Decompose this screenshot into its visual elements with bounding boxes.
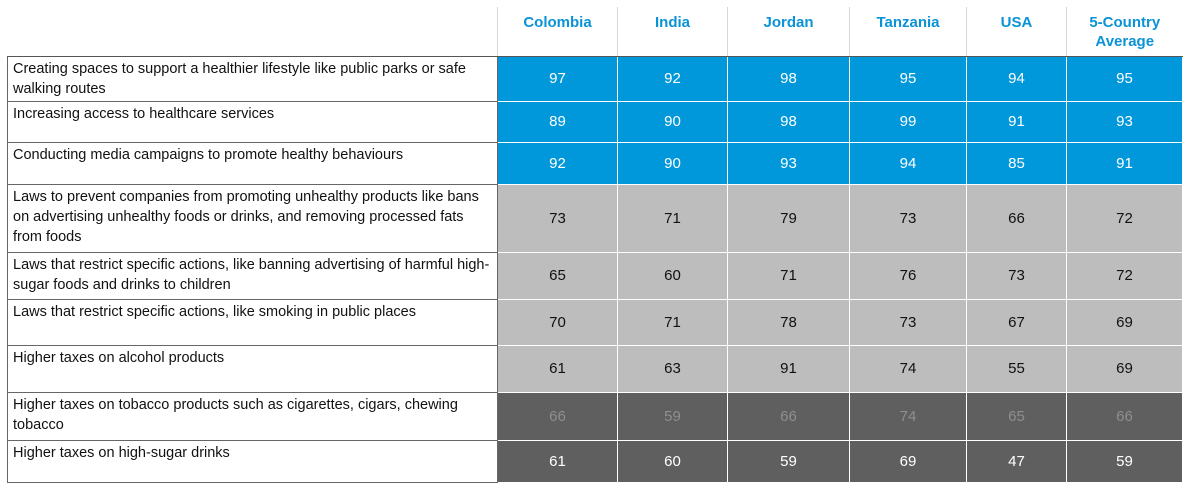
value-cell: 93 bbox=[1066, 101, 1183, 143]
value-cell: 74 bbox=[849, 392, 967, 441]
value-cell: 71 bbox=[617, 184, 728, 253]
column-header: Jordan bbox=[727, 7, 850, 57]
value-cell: 93 bbox=[727, 142, 850, 185]
table-row: Laws that restrict specific actions, lik… bbox=[7, 299, 1183, 346]
value-cell: 47 bbox=[966, 440, 1067, 483]
value-cell: 90 bbox=[617, 101, 728, 143]
value-cell: 92 bbox=[617, 56, 728, 102]
row-label: Higher taxes on high-sugar drinks bbox=[7, 440, 498, 483]
value-cell: 95 bbox=[849, 56, 967, 102]
value-cell: 66 bbox=[966, 184, 1067, 253]
table-row: Conducting media campaigns to promote he… bbox=[7, 142, 1183, 185]
value-cell: 66 bbox=[497, 392, 618, 441]
value-cell: 74 bbox=[849, 345, 967, 393]
table-row: Higher taxes on tobacco products such as… bbox=[7, 392, 1183, 441]
value-cell: 65 bbox=[497, 252, 618, 300]
row-label: Laws that restrict specific actions, lik… bbox=[7, 252, 498, 300]
value-cell: 91 bbox=[727, 345, 850, 393]
row-label: Laws that restrict specific actions, lik… bbox=[7, 299, 498, 346]
value-cell: 94 bbox=[849, 142, 967, 185]
value-cell: 69 bbox=[1066, 299, 1183, 346]
value-cell: 71 bbox=[617, 299, 728, 346]
value-cell: 85 bbox=[966, 142, 1067, 185]
value-cell: 73 bbox=[849, 299, 967, 346]
value-cell: 97 bbox=[497, 56, 618, 102]
value-cell: 72 bbox=[1066, 184, 1183, 253]
table-row: Increasing access to healthcare services… bbox=[7, 101, 1183, 143]
value-cell: 91 bbox=[1066, 142, 1183, 185]
value-cell: 61 bbox=[497, 440, 618, 483]
value-cell: 60 bbox=[617, 440, 728, 483]
row-label: Creating spaces to support a healthier l… bbox=[7, 56, 498, 102]
value-cell: 76 bbox=[849, 252, 967, 300]
column-header: Tanzania bbox=[849, 7, 967, 57]
value-cell: 73 bbox=[497, 184, 618, 253]
value-cell: 63 bbox=[617, 345, 728, 393]
header-corner bbox=[7, 7, 498, 57]
value-cell: 94 bbox=[966, 56, 1067, 102]
row-label: Conducting media campaigns to promote he… bbox=[7, 142, 498, 185]
value-cell: 67 bbox=[966, 299, 1067, 346]
value-cell: 92 bbox=[497, 142, 618, 185]
value-cell: 90 bbox=[617, 142, 728, 185]
table-row: Higher taxes on high-sugar drinks 61 60 59 6… bbox=[7, 440, 1183, 483]
table-row: Higher taxes on alcohol products 61 63 91 74… bbox=[7, 345, 1183, 393]
value-cell: 95 bbox=[1066, 56, 1183, 102]
column-header: USA bbox=[966, 7, 1067, 57]
value-cell: 66 bbox=[727, 392, 850, 441]
value-cell: 99 bbox=[849, 101, 967, 143]
column-header: Colombia bbox=[497, 7, 618, 57]
value-cell: 59 bbox=[1066, 440, 1183, 483]
value-cell: 69 bbox=[849, 440, 967, 483]
value-cell: 70 bbox=[497, 299, 618, 346]
value-cell: 73 bbox=[966, 252, 1067, 300]
value-cell: 73 bbox=[849, 184, 967, 253]
value-cell: 78 bbox=[727, 299, 850, 346]
table-row: Creating spaces to support a healthier l… bbox=[7, 56, 1183, 102]
table-row: Laws to prevent companies from promoting… bbox=[7, 184, 1183, 253]
value-cell: 55 bbox=[966, 345, 1067, 393]
row-label: Increasing access to healthcare services bbox=[7, 101, 498, 143]
value-cell: 66 bbox=[1066, 392, 1183, 441]
value-cell: 59 bbox=[617, 392, 728, 441]
row-label: Laws to prevent companies from promoting… bbox=[7, 184, 498, 253]
value-cell: 98 bbox=[727, 56, 850, 102]
value-cell: 59 bbox=[727, 440, 850, 483]
table-row: Laws that restrict specific actions, lik… bbox=[7, 252, 1183, 300]
value-cell: 65 bbox=[966, 392, 1067, 441]
value-cell: 72 bbox=[1066, 252, 1183, 300]
row-label: Higher taxes on tobacco products such as… bbox=[7, 392, 498, 441]
value-cell: 79 bbox=[727, 184, 850, 253]
value-cell: 98 bbox=[727, 101, 850, 143]
column-header: India bbox=[617, 7, 728, 57]
support-table: Colombia India Jordan Tanzania USA 5-Country … bbox=[7, 7, 1183, 483]
value-cell: 60 bbox=[617, 252, 728, 300]
value-cell: 91 bbox=[966, 101, 1067, 143]
value-cell: 71 bbox=[727, 252, 850, 300]
header-row: Colombia India Jordan Tanzania USA 5-Country … bbox=[7, 7, 1183, 57]
value-cell: 69 bbox=[1066, 345, 1183, 393]
value-cell: 61 bbox=[497, 345, 618, 393]
table-body: Creating spaces to support a healthier l… bbox=[7, 56, 1183, 483]
column-header: 5-Country Average bbox=[1066, 7, 1183, 57]
row-label: Higher taxes on alcohol products bbox=[7, 345, 498, 393]
value-cell: 89 bbox=[497, 101, 618, 143]
